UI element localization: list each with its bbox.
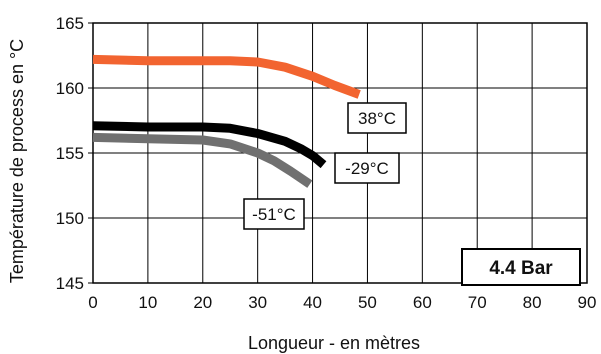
x-tick-label: 50: [358, 293, 377, 312]
x-tick-label: 20: [193, 293, 212, 312]
series-label-box-38C: [347, 102, 407, 134]
x-axis-title: Longueur - en mètres: [248, 333, 420, 353]
x-tick-label: 60: [413, 293, 432, 312]
x-tick-label: 90: [578, 293, 597, 312]
pressure-badge: 4.4 Bar: [461, 248, 581, 286]
annotations: 38°C -29°C -51°C: [243, 102, 407, 230]
x-tick-label: 40: [303, 293, 322, 312]
x-tick-label: 30: [248, 293, 267, 312]
plot-frame: [92, 22, 588, 284]
pressure-badge-label: 4.4 Bar: [489, 258, 553, 279]
y-tick-label: 165: [56, 14, 84, 33]
tick-labels: 0 10 20 30 40 50 60 70 80 90 145 150 155 160 165: [56, 14, 597, 312]
series-line-38C: [92, 54, 361, 99]
series-label-29C: -29°C: [345, 159, 389, 178]
series-line-51C: [92, 132, 313, 188]
y-tick-label: 150: [56, 209, 84, 228]
series-line-29C: [92, 121, 327, 169]
series-label-38C: 38°C: [358, 109, 396, 128]
y-tick-label: 155: [56, 144, 84, 163]
x-tick-label: 80: [523, 293, 542, 312]
y-axis-title: Température de process en °C: [7, 39, 27, 283]
pressure-badge-box: [461, 248, 581, 286]
series-label-51C: -51°C: [252, 205, 296, 224]
x-tick-label: 10: [138, 293, 157, 312]
series-group: [92, 54, 361, 188]
series-label-box-29C: [334, 152, 400, 184]
y-tick-label: 145: [56, 274, 84, 293]
x-tick-label: 0: [88, 293, 97, 312]
x-tick-label: 70: [468, 293, 487, 312]
series-label-box-51C: [243, 198, 305, 230]
y-tick-label: 160: [56, 79, 84, 98]
